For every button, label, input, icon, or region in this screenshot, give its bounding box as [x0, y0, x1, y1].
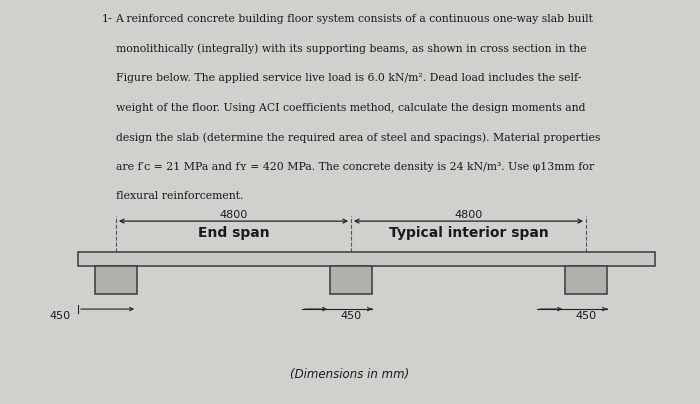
- Text: 4800: 4800: [219, 210, 248, 220]
- Text: 1-: 1-: [102, 14, 112, 24]
- Bar: [565, 266, 607, 294]
- Text: 4800: 4800: [454, 210, 482, 220]
- Text: 450: 450: [50, 311, 71, 321]
- Bar: [78, 252, 655, 266]
- Bar: [95, 266, 137, 294]
- Text: weight of the floor. Using ACI coefficients method, calculate the design moments: weight of the floor. Using ACI coefficie…: [116, 103, 585, 113]
- Text: 450: 450: [340, 311, 362, 321]
- Text: design the slab (determine the required area of steel and spacings). Material pr: design the slab (determine the required …: [116, 132, 600, 143]
- Text: A reinforced concrete building floor system consists of a continuous one-way sla: A reinforced concrete building floor sys…: [116, 14, 594, 24]
- Text: End span: End span: [197, 226, 270, 240]
- Text: are f′ᴄ = 21 MPa and fʏ = 420 MPa. The concrete density is 24 kN/m³. Use φ13mm f: are f′ᴄ = 21 MPa and fʏ = 420 MPa. The c…: [116, 162, 594, 172]
- Text: Figure below. The applied service live load is 6.0 kN/m². Dead load includes the: Figure below. The applied service live l…: [116, 73, 581, 83]
- Bar: [330, 266, 372, 294]
- Text: (Dimensions in mm): (Dimensions in mm): [290, 368, 410, 381]
- Text: flexural reinforcement.: flexural reinforcement.: [116, 191, 243, 201]
- Text: 450: 450: [575, 311, 596, 321]
- Text: Typical interior span: Typical interior span: [389, 226, 548, 240]
- Text: monolithically (integrally) with its supporting beams, as shown in cross section: monolithically (integrally) with its sup…: [116, 44, 586, 54]
